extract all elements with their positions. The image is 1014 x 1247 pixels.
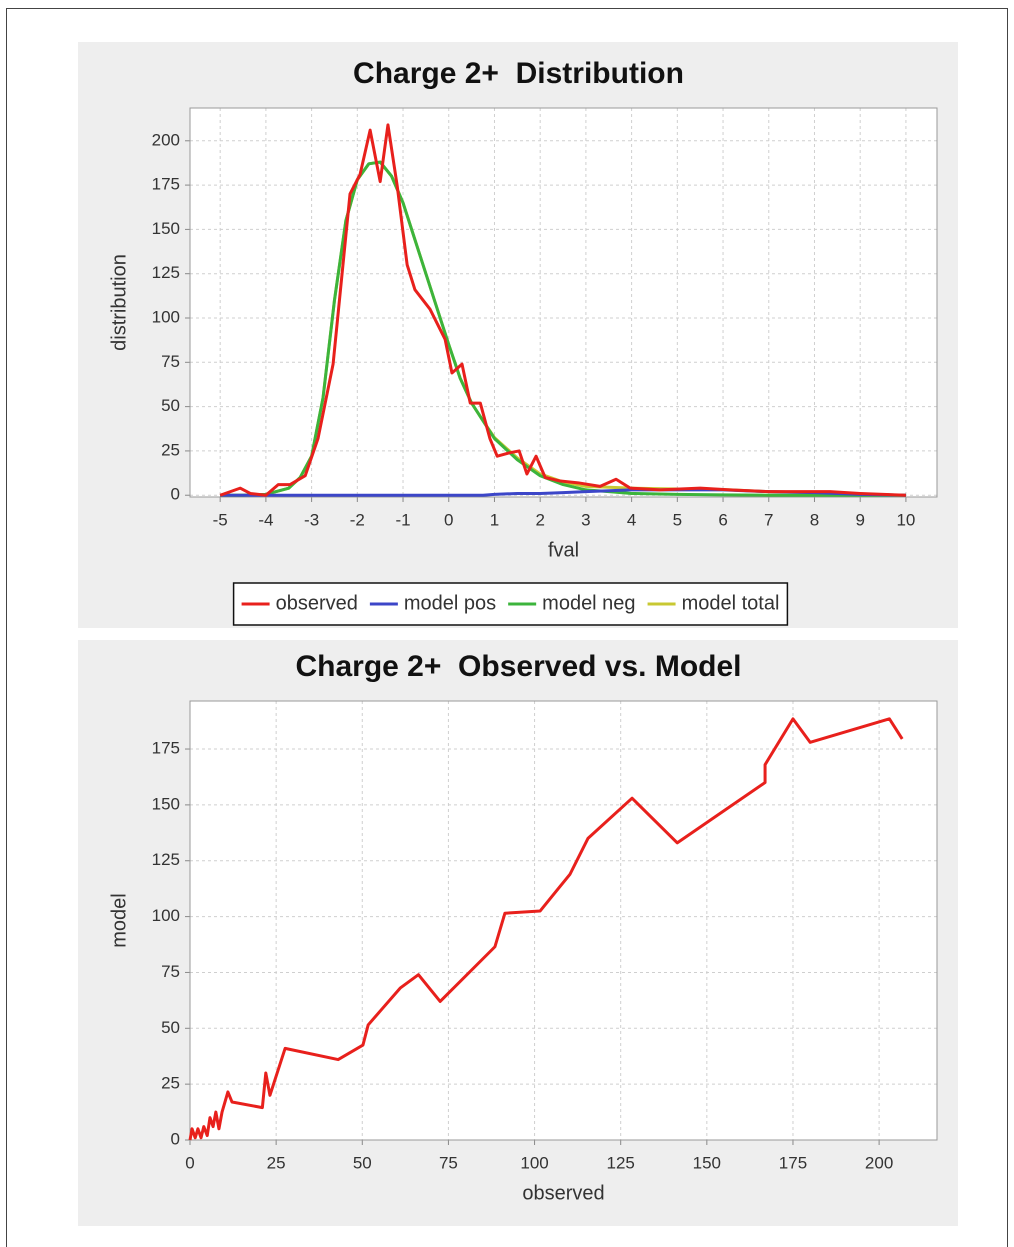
y-tick-label: 200 xyxy=(152,130,180,149)
x-tick-label: 8 xyxy=(810,510,819,529)
x-tick-label: 1 xyxy=(490,510,499,529)
plot-area xyxy=(190,108,937,497)
x-tick-label: 4 xyxy=(627,510,636,529)
frame xyxy=(6,8,1008,1247)
y-tick-label: 0 xyxy=(171,485,180,504)
x-axis-label: observed xyxy=(522,1182,604,1204)
x-tick-label: 2 xyxy=(535,510,544,529)
plot-border xyxy=(189,700,938,1141)
x-tick-label: 7 xyxy=(764,510,773,529)
series-line xyxy=(219,123,906,497)
x-tick-label: -3 xyxy=(304,510,319,529)
x-tick-label: 175 xyxy=(779,1153,807,1172)
legend-label: model neg xyxy=(542,592,635,614)
y-tick-label: 50 xyxy=(161,1018,180,1037)
x-tick-label: 200 xyxy=(865,1153,893,1172)
y-axis-label: model xyxy=(108,893,130,947)
chart-title: Charge 2+ Distribution xyxy=(353,57,684,90)
x-tick-label: 3 xyxy=(581,510,590,529)
y-tick-label: 0 xyxy=(171,1129,180,1148)
y-tick-label: 125 xyxy=(152,850,180,869)
legend-label: model total xyxy=(682,592,780,614)
x-tick-label: 100 xyxy=(520,1153,548,1172)
x-tick-label: 6 xyxy=(718,510,727,529)
x-tick-label: -5 xyxy=(213,510,228,529)
y-tick-label: 50 xyxy=(161,396,180,415)
x-tick-label: 75 xyxy=(439,1153,458,1172)
y-tick-label: 150 xyxy=(152,219,180,238)
y-tick-label: 25 xyxy=(161,440,180,459)
y-tick-label: 150 xyxy=(152,794,180,813)
series-line xyxy=(188,717,904,1141)
x-tick-label: 150 xyxy=(693,1153,721,1172)
x-tick-label: 9 xyxy=(855,510,864,529)
x-tick-label: 10 xyxy=(896,510,915,529)
y-tick-label: 100 xyxy=(152,906,180,925)
plot-border xyxy=(189,107,938,498)
series-line xyxy=(220,160,906,497)
x-tick-label: 25 xyxy=(267,1153,286,1172)
y-tick-label: 175 xyxy=(152,739,180,758)
x-tick-label: -2 xyxy=(350,510,365,529)
x-tick-label: 0 xyxy=(185,1153,194,1172)
y-tick-label: 75 xyxy=(161,352,180,371)
x-tick-label: 125 xyxy=(607,1153,635,1172)
y-tick-label: 75 xyxy=(161,962,180,981)
x-tick-label: -1 xyxy=(395,510,410,529)
x-tick-label: -4 xyxy=(258,510,273,529)
legend-label: model pos xyxy=(404,592,496,614)
y-tick-label: 100 xyxy=(152,307,180,326)
y-tick-label: 175 xyxy=(152,175,180,194)
x-tick-label: 50 xyxy=(353,1153,372,1172)
y-tick-label: 25 xyxy=(161,1074,180,1093)
x-tick-label: 5 xyxy=(673,510,682,529)
plot-area xyxy=(190,701,937,1140)
y-tick-label: 125 xyxy=(152,263,180,282)
legend: observed model pos model neg model total xyxy=(232,582,789,626)
y-axis-label: distribution xyxy=(108,254,130,351)
x-tick-label: 0 xyxy=(444,510,453,529)
legend-label: observed xyxy=(276,592,358,614)
chart-title: Charge 2+ Observed vs. Model xyxy=(295,650,741,683)
x-axis-label: fval xyxy=(548,539,579,561)
